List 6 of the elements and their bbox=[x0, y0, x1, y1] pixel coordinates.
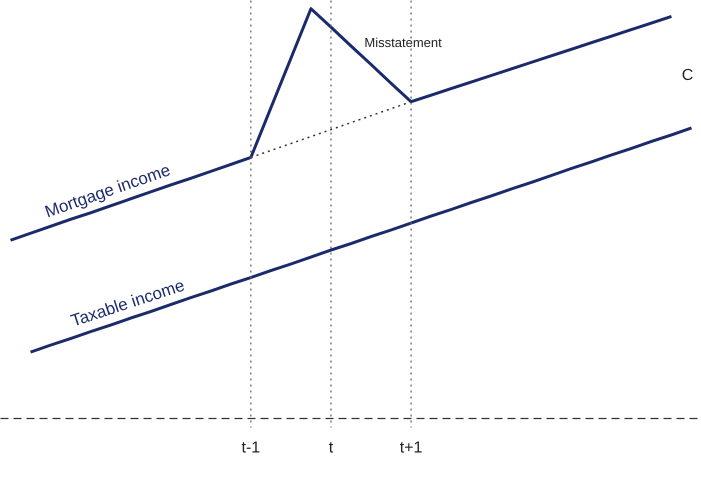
text: Taxable income bbox=[68, 276, 187, 330]
x-tick-label: t bbox=[328, 440, 334, 456]
x-tick-label: t+1 bbox=[400, 440, 423, 456]
annotation: C bbox=[682, 67, 694, 84]
annotation: Misstatement bbox=[364, 34, 442, 50]
x-tick-label: t-1 bbox=[242, 440, 260, 456]
